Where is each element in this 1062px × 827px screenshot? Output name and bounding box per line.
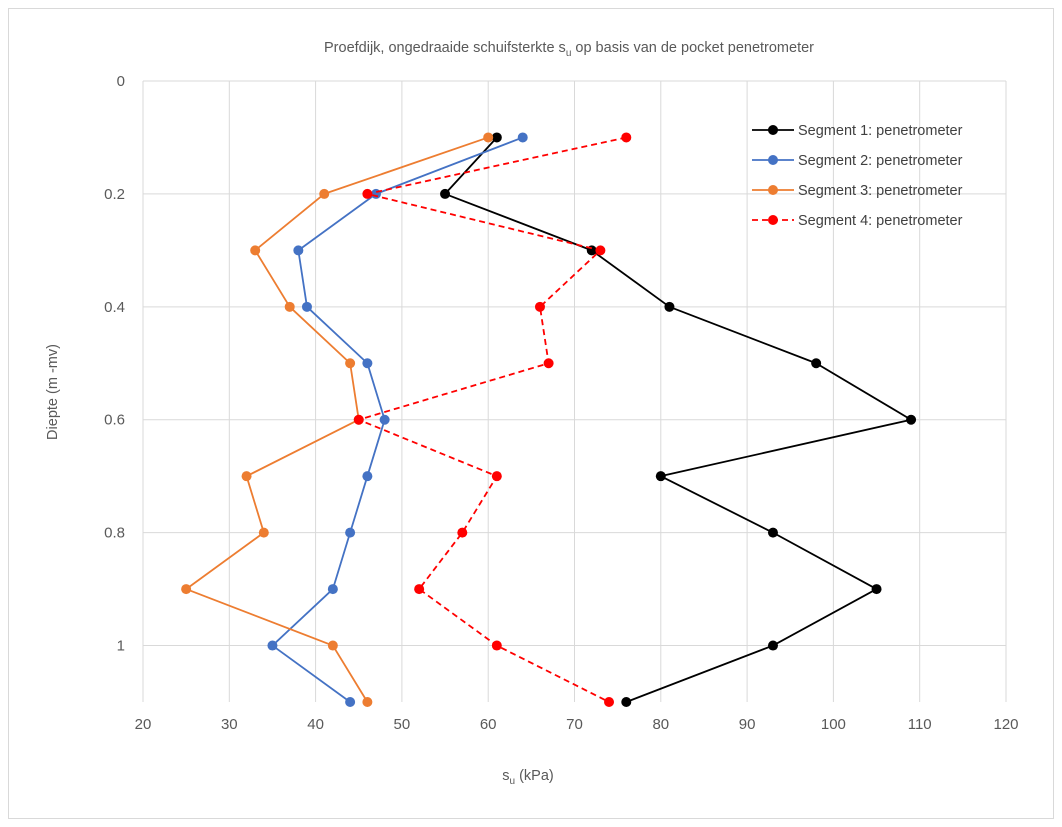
x-tick-label: 60 — [480, 716, 497, 733]
chart-title-subscript: u — [566, 48, 572, 59]
data-point — [595, 245, 606, 256]
data-point — [362, 697, 373, 707]
data-point — [491, 640, 502, 651]
y-tick-label: 0 — [117, 73, 125, 90]
data-point — [906, 414, 917, 425]
data-point — [517, 132, 528, 143]
chart-title-prefix: Proefdijk, ongedraaide schuifsterkte s — [324, 40, 566, 56]
data-point — [345, 358, 356, 369]
series-4 — [353, 132, 632, 707]
x-tick-label: 50 — [394, 716, 411, 733]
data-point — [293, 245, 304, 256]
data-point — [379, 414, 390, 425]
y-axis-ticks: 0 0.2 0.4 0.6 0.8 1 — [104, 73, 125, 655]
data-point — [871, 584, 882, 595]
data-point — [457, 527, 468, 538]
legend-label: Segment 1: penetrometer — [798, 123, 963, 139]
y-tick-label: 1 — [117, 638, 125, 655]
x-axis-title: su (kPa) — [502, 768, 553, 787]
data-point — [353, 414, 364, 425]
y-tick-label: 0.2 — [104, 186, 125, 203]
chart-frame — [8, 8, 1054, 819]
x-tick-label: 70 — [566, 716, 583, 733]
data-point — [621, 697, 632, 707]
x-tick-label: 100 — [821, 716, 846, 733]
data-point — [604, 697, 615, 707]
data-point — [327, 640, 338, 651]
series-2 — [267, 132, 528, 707]
data-point — [362, 358, 373, 369]
x-tick-label: 90 — [739, 716, 756, 733]
data-point — [345, 697, 356, 707]
legend-item: Segment 4: penetrometer — [752, 213, 963, 229]
data-point — [414, 584, 425, 595]
data-point — [181, 584, 192, 595]
legend-marker — [768, 185, 778, 195]
y-tick-label: 0.6 — [104, 412, 125, 429]
x-tick-label: 80 — [652, 716, 669, 733]
data-point — [664, 301, 675, 312]
data-point — [319, 188, 330, 199]
data-point — [345, 527, 356, 538]
data-point — [767, 640, 778, 651]
y-tick-label: 0.8 — [104, 525, 125, 542]
x-tick-label: 30 — [221, 716, 238, 733]
data-point — [440, 188, 451, 199]
x-axis-title-suffix: (kPa) — [515, 768, 554, 784]
data-point — [362, 188, 373, 199]
data-point — [301, 301, 312, 312]
x-axis-title-subscript: u — [510, 776, 516, 787]
y-tick-label: 0.4 — [104, 299, 125, 316]
data-point — [767, 527, 778, 538]
data-point — [241, 471, 252, 482]
data-point — [655, 471, 666, 482]
x-tick-label: 120 — [993, 716, 1018, 733]
x-tick-label: 20 — [135, 716, 152, 733]
grid-lines — [142, 80, 1007, 702]
x-axis-title-prefix: s — [502, 768, 509, 784]
data-point — [491, 132, 502, 143]
legend-item: Segment 2: penetrometer — [752, 153, 963, 169]
data-point — [811, 358, 822, 369]
data-point — [250, 245, 261, 256]
data-point — [534, 301, 545, 312]
x-tick-label: 40 — [307, 716, 324, 733]
x-axis-ticks: 20 30 40 50 60 70 80 90 100 110 120 — [135, 716, 1019, 733]
data-point — [621, 132, 632, 143]
legend-label: Segment 2: penetrometer — [798, 153, 963, 169]
chart-title: Proefdijk, ongedraaide schuifsterkte su … — [324, 40, 814, 59]
x-tick-label: 110 — [908, 716, 932, 733]
legend-marker — [768, 215, 778, 225]
data-point — [284, 301, 295, 312]
data-point — [327, 584, 338, 595]
chart-title-suffix: op basis van de pocket penetrometer — [571, 40, 814, 56]
legend: Segment 1: penetrometer Segment 2: penetr… — [752, 123, 963, 229]
data-point — [362, 471, 373, 482]
data-point — [267, 640, 278, 651]
legend-item: Segment 1: penetrometer — [752, 123, 963, 139]
legend-marker — [768, 125, 778, 135]
legend-item: Segment 3: penetrometer — [752, 183, 963, 199]
data-point — [491, 471, 502, 482]
legend-marker — [768, 155, 778, 165]
series-layer — [181, 132, 917, 707]
data-point — [258, 527, 269, 538]
series-1 — [440, 132, 917, 707]
data-point — [483, 132, 494, 143]
legend-label: Segment 4: penetrometer — [798, 213, 963, 229]
legend-label: Segment 3: penetrometer — [798, 183, 963, 199]
data-point — [543, 358, 554, 369]
y-axis-title: Diepte (m -mv) — [45, 344, 61, 440]
